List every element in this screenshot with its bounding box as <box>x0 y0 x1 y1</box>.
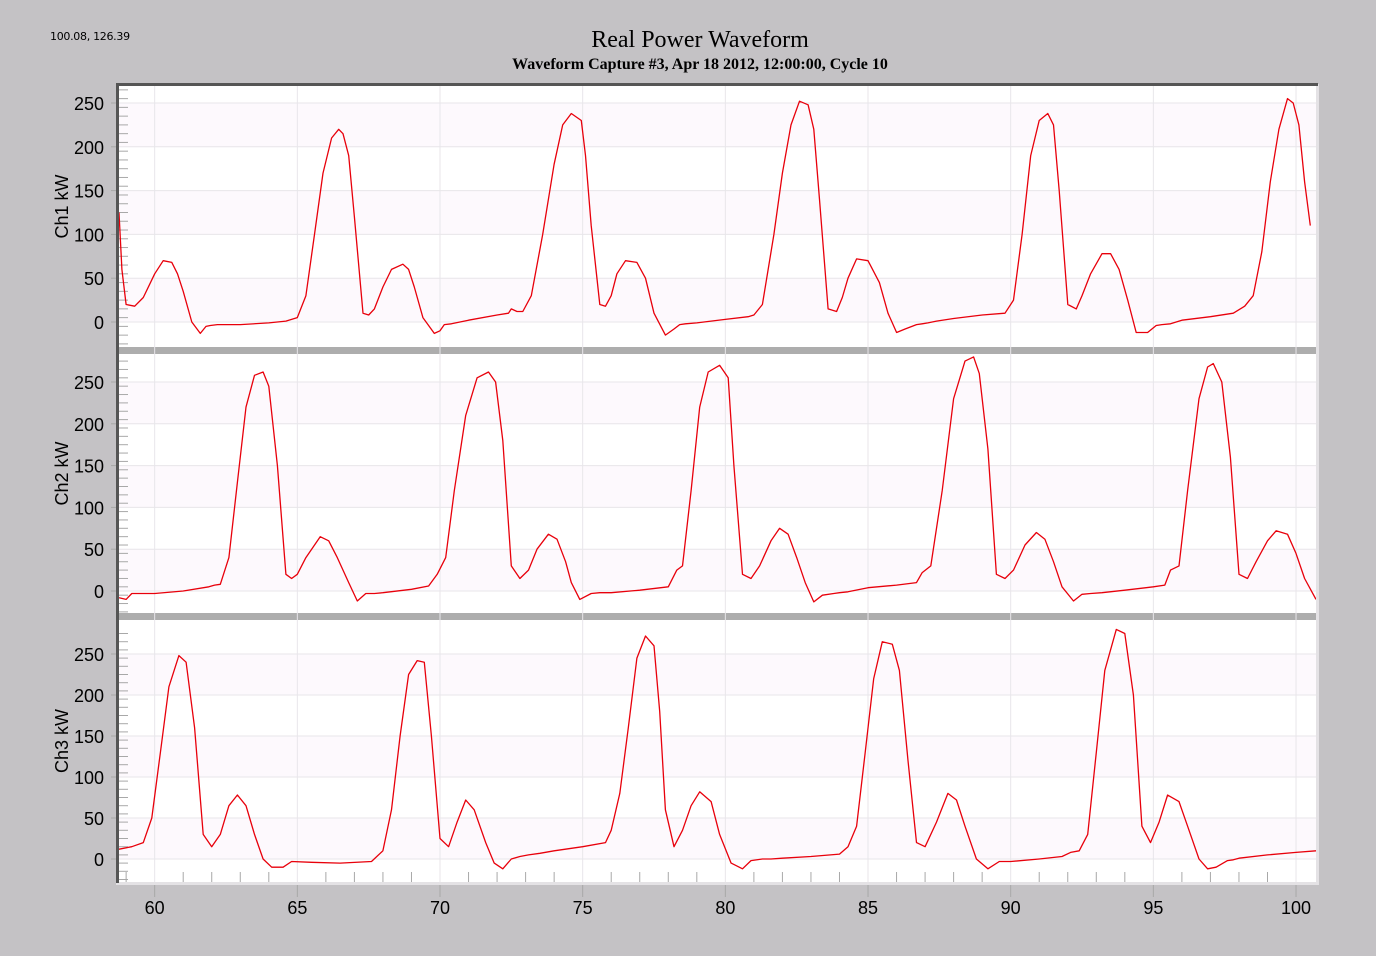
panels: 0 50 100 150 200 250 Ch1 kW 0 50 100 150 200 250 Ch2 … <box>52 84 1316 884</box>
x-tick-label: 85 <box>858 898 878 918</box>
y-tick-label: 100 <box>74 225 104 245</box>
y-axis-label: Ch3 kW <box>52 709 72 773</box>
y-tick-label: 250 <box>74 373 104 393</box>
x-tick-label: 90 <box>1001 898 1021 918</box>
x-tick-label: 100 <box>1281 898 1311 918</box>
x-tick-label: 70 <box>430 898 450 918</box>
waveform-trace <box>119 356 1316 603</box>
x-tick-label: 95 <box>1143 898 1163 918</box>
y-tick-label: 200 <box>74 415 104 435</box>
y-tick-label: 200 <box>74 138 104 158</box>
waveform-trace <box>119 97 1311 336</box>
x-axis: 60 65 70 75 80 85 90 95 100 <box>125 872 1311 918</box>
chart-title: Real Power Waveform <box>591 27 809 53</box>
y-tick-label: 150 <box>74 182 104 202</box>
y-tick-label: 50 <box>84 269 104 289</box>
x-tick-label: 65 <box>287 898 307 918</box>
cursor-coordinates: 100.08, 126.39 <box>50 30 130 43</box>
panel-1[interactable]: 0 50 100 150 200 250 Ch1 kW <box>52 86 1316 354</box>
panel-3[interactable]: 0 50 100 150 200 250 Ch3 kW <box>52 620 1316 882</box>
y-tick-label: 200 <box>74 686 104 706</box>
y-tick-label: 0 <box>94 313 104 333</box>
y-tick-label: 150 <box>74 727 104 747</box>
y-axis-label: Ch2 kW <box>52 441 72 505</box>
panel-2[interactable]: 0 50 100 150 200 250 Ch2 kW <box>52 354 1316 620</box>
chart-subtitle: Waveform Capture #3, Apr 18 2012, 12:00:… <box>512 56 888 73</box>
x-tick-label: 80 <box>715 898 735 918</box>
y-tick-label: 100 <box>74 498 104 518</box>
waveform-trace <box>119 628 1316 870</box>
y-tick-label: 50 <box>84 809 104 829</box>
y-tick-label: 0 <box>94 582 104 602</box>
panel-separator <box>119 613 1316 620</box>
plot-frame <box>116 83 1319 885</box>
y-tick-label: 0 <box>94 850 104 870</box>
y-tick-label: 100 <box>74 768 104 788</box>
y-tick-label: 250 <box>74 645 104 665</box>
y-tick-label: 50 <box>84 540 104 560</box>
y-tick-label: 150 <box>74 457 104 477</box>
x-tick-label: 75 <box>573 898 593 918</box>
y-axis-label: Ch1 kW <box>52 174 72 238</box>
panel-separator <box>119 347 1316 354</box>
x-tick-label: 60 <box>145 898 165 918</box>
y-tick-label: 250 <box>74 94 104 114</box>
